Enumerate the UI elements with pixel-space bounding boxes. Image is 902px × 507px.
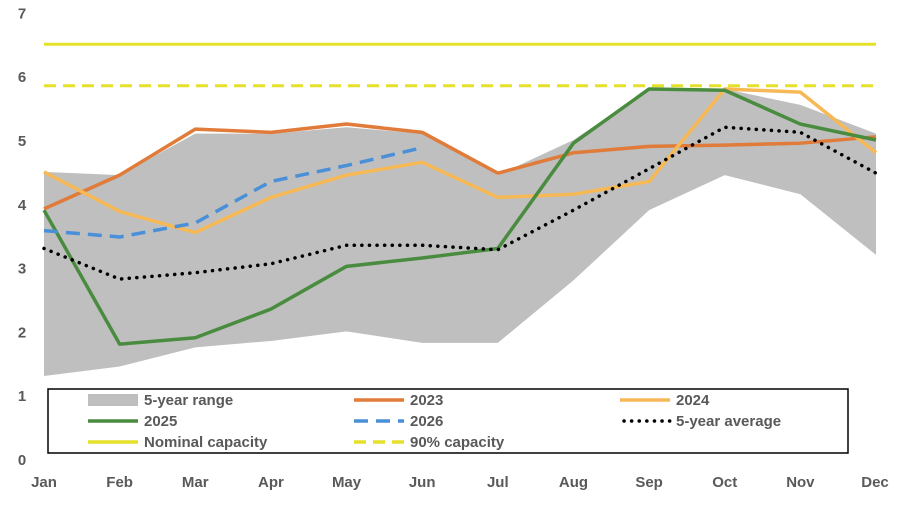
y-tick-label: 4 <box>18 197 27 214</box>
legend-label: 2026 <box>410 413 443 430</box>
x-tick-label-sep: Sep <box>635 474 663 491</box>
series-line-2024 <box>43 87 878 235</box>
x-tick-label-jun: Jun <box>409 474 436 491</box>
legend-label: 2024 <box>676 392 710 409</box>
y-tick-label: 7 <box>18 5 26 22</box>
legend-label: Nominal capacity <box>144 434 268 451</box>
y-tick-label: 1 <box>18 388 26 405</box>
legend-item-2025: 2025 <box>88 413 177 430</box>
x-tick-label-jan: Jan <box>31 474 57 491</box>
legend-swatch <box>88 394 138 406</box>
series-line-2025 <box>42 87 877 346</box>
y-axis-ticks: 0 1 2 3 4 5 6 7 <box>18 5 27 469</box>
y-tick-label: 6 <box>18 69 26 86</box>
series-line-2023 <box>43 122 877 211</box>
y-tick-label: 2 <box>18 324 26 341</box>
range-band-5-year-range <box>44 88 876 377</box>
y-tick-label: 5 <box>18 133 26 150</box>
x-tick-label-nov: Nov <box>786 474 815 491</box>
x-tick-label-mar: Mar <box>182 474 209 491</box>
y-tick-label: 0 <box>18 452 26 469</box>
series-line-5-year-average <box>42 125 878 281</box>
legend: 5-year range 2023 2024 2025 2026 5-year avera… <box>47 388 849 454</box>
x-tick-label-may: May <box>332 474 362 491</box>
legend-label: 5-year range <box>144 392 233 409</box>
x-tick-label-oct: Oct <box>712 474 737 491</box>
reference-lines-layer <box>44 42 876 88</box>
x-tick-label-jul: Jul <box>487 474 509 491</box>
x-tick-label-apr: Apr <box>258 474 284 491</box>
legend-item-5-year-average: 5-year average <box>622 413 781 430</box>
x-tick-label-aug: Aug <box>559 474 588 491</box>
x-axis-ticks: Jan Feb Mar Apr May Jun Jul Aug Sep Oct Nov Dec <box>31 474 889 491</box>
legend-box <box>47 388 849 454</box>
legend-item-2024: 2024 <box>620 392 710 409</box>
legend-item-2023: 2023 <box>354 392 443 409</box>
y-tick-label: 3 <box>18 261 26 278</box>
legend-label: 2025 <box>144 413 177 430</box>
series-layer <box>42 87 878 346</box>
legend-item-nominal-capacity: Nominal capacity <box>88 434 268 451</box>
legend-item-5-year-range: 5-year range <box>88 392 233 409</box>
legend-label: 2023 <box>410 392 443 409</box>
legend-label: 5-year average <box>676 413 781 430</box>
x-tick-label-dec: Dec <box>861 474 889 491</box>
range-layer <box>44 88 876 377</box>
legend-item-90-capacity: 90% capacity <box>354 434 505 451</box>
x-tick-label-feb: Feb <box>106 474 133 491</box>
legend-label: 90% capacity <box>410 434 505 451</box>
legend-item-2026: 2026 <box>354 413 443 430</box>
